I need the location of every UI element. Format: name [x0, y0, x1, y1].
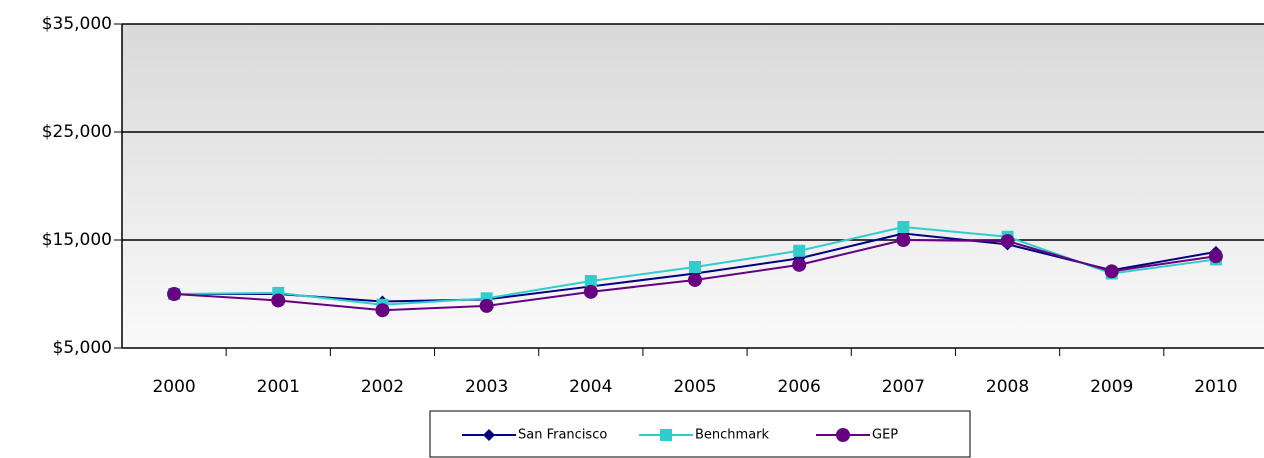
legend-label: San Francisco	[518, 428, 607, 443]
marker	[375, 303, 390, 318]
marker	[792, 257, 807, 272]
x-tick-label: 2001	[257, 377, 300, 397]
marker	[897, 221, 910, 234]
series	[167, 233, 1223, 318]
plot-area	[122, 24, 1264, 348]
legend-label: Benchmark	[695, 428, 770, 443]
legend-label: GEP	[872, 428, 898, 443]
marker	[1208, 249, 1223, 264]
y-tick-label: $15,000	[42, 230, 112, 250]
marker	[688, 272, 702, 287]
legend: San Francisco Benchmark GEP	[429, 410, 971, 458]
marker	[1104, 264, 1119, 279]
marker	[660, 429, 672, 441]
marker	[793, 244, 806, 257]
y-tick-label: $25,000	[42, 122, 112, 142]
y-tick-label: $35,000	[42, 14, 112, 34]
marker	[689, 261, 701, 273]
x-tick-label: 2002	[361, 377, 404, 397]
y-tick-label: $5,000	[53, 338, 112, 358]
marker	[836, 428, 850, 442]
marker	[583, 284, 598, 299]
x-tick-label: 2003	[465, 377, 508, 397]
x-tick-label: 2008	[986, 377, 1029, 397]
x-tick-label: 2009	[1090, 377, 1133, 397]
x-tick-label: 2000	[152, 377, 195, 397]
x-tick-label: 2004	[569, 377, 612, 397]
marker	[167, 287, 182, 301]
marker	[483, 429, 495, 441]
legend-box	[429, 410, 971, 458]
x-tick-label: 2006	[778, 377, 821, 397]
marker	[271, 293, 286, 308]
marker	[479, 298, 494, 313]
x-tick-label: 2010	[1194, 377, 1237, 397]
x-tick-label: 2005	[673, 377, 716, 397]
x-tick-label: 2007	[882, 377, 925, 397]
marker	[584, 275, 597, 288]
marker	[896, 233, 911, 247]
marker	[1000, 234, 1015, 249]
